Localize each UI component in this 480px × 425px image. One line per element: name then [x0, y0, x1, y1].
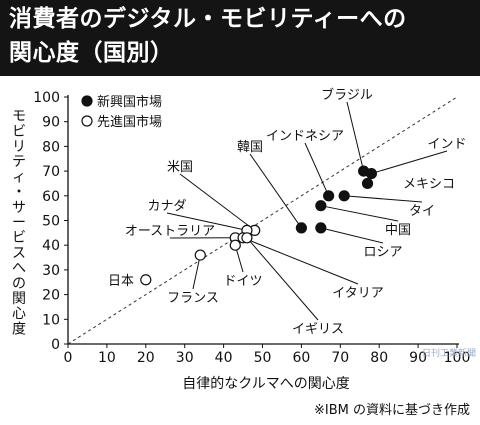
point-label: オーストラリア — [125, 224, 215, 239]
y-tick-label: 40 — [42, 238, 60, 254]
point-label: カナダ — [147, 199, 186, 214]
leader-line — [179, 173, 256, 231]
data-point — [295, 222, 307, 234]
point-label: インド — [427, 137, 466, 152]
chart-title-line-1: 消費者のデジタル・モビリティーへの — [9, 6, 407, 32]
y-tick-label: 0 — [51, 337, 60, 353]
diagonal-reference-line — [67, 96, 458, 345]
x-tick-label: 80 — [370, 350, 388, 366]
point-label: ドイツ — [223, 274, 262, 289]
y-tick-label: 80 — [42, 139, 60, 155]
x-tick-label: 60 — [292, 350, 310, 366]
leader-line — [304, 142, 330, 197]
data-point — [338, 190, 350, 202]
y-tick-label: 30 — [42, 263, 60, 279]
title-banner: 消費者のデジタル・モビリティーへの 関心度（国別） — [0, 0, 480, 76]
y-axis-label: モビリティ・サービスへの関心度 — [12, 109, 26, 338]
legend-entry: 新興国市場 — [97, 94, 162, 110]
legend-marker — [81, 95, 93, 107]
legend-entry: 先進国市場 — [97, 114, 162, 130]
y-tick-label: 50 — [42, 214, 60, 230]
leader-line — [249, 153, 302, 229]
y-tick-label: 100 — [33, 90, 60, 106]
x-tick-label: 0 — [64, 350, 73, 366]
y-tick-label: 70 — [42, 164, 60, 180]
point-label: フランス — [167, 291, 219, 306]
leader-line — [246, 237, 319, 321]
tick-labels-layer: 0 10 20 30 40 50 60 70 80 90 100 0 10 20 30 40 50 60 70 80 9… — [33, 90, 470, 366]
point-label: インドネシア — [266, 129, 344, 144]
data-point — [140, 274, 152, 286]
data-point — [241, 232, 253, 244]
data-point — [315, 222, 327, 234]
point-label: 米国 — [167, 160, 193, 175]
axes-layer: モビリティ・サービスへの関心度 — [12, 95, 459, 345]
data-point — [194, 249, 206, 261]
leader-line — [242, 237, 359, 285]
x-tick-label: 100 — [444, 350, 471, 366]
leader-lines-layer — [166, 101, 448, 321]
leader-line — [346, 101, 365, 172]
legend-marker — [81, 115, 93, 127]
x-tick-label: 50 — [254, 350, 272, 366]
watermark: 日刊工業新聞 — [422, 347, 476, 359]
x-tick-label: 90 — [409, 350, 427, 366]
point-label: ロシア — [363, 245, 402, 260]
leader-line — [320, 227, 384, 244]
y-tick-label: 90 — [42, 115, 60, 131]
y-tick-label: 10 — [42, 312, 60, 328]
leader-line — [192, 254, 201, 290]
chart-title-line-2: 関心度（国別） — [9, 40, 174, 66]
y-tick-label: 20 — [42, 288, 60, 304]
data-point — [229, 239, 241, 251]
point-label: メキシコ — [403, 177, 455, 192]
source-note: ※IBM の資料に基づき作成 — [314, 403, 470, 418]
x-tick-label: 10 — [98, 350, 116, 366]
x-tick-label: 30 — [176, 350, 194, 366]
data-point — [361, 177, 374, 190]
point-label: 韓国 — [237, 140, 263, 155]
leader-line — [166, 212, 248, 231]
x-tick-label: 40 — [215, 350, 233, 366]
point-label: イタリア — [332, 286, 383, 301]
leader-line — [320, 205, 399, 222]
leader-line — [344, 195, 423, 203]
point-label: タイ — [409, 204, 435, 219]
data-point — [315, 200, 327, 212]
point-label: 日本 — [108, 274, 134, 289]
x-axis-label: 自律的なクルマへの関心度 — [182, 376, 350, 392]
point-label: イギリス — [292, 322, 344, 337]
data-point — [365, 167, 378, 180]
point-label: 中国 — [385, 223, 411, 238]
data-points-layer — [140, 165, 378, 286]
leader-line — [371, 150, 448, 175]
x-tick-label: 20 — [137, 350, 155, 366]
point-label: ブラジル — [321, 87, 373, 103]
y-tick-label: 60 — [42, 189, 60, 205]
x-tick-label: 70 — [331, 350, 349, 366]
data-point — [323, 190, 335, 202]
